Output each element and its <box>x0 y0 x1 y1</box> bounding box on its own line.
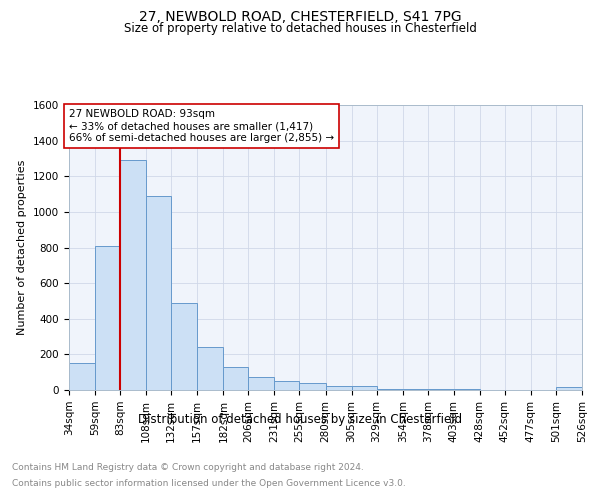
Bar <box>248 376 274 390</box>
Bar <box>377 389 403 390</box>
Text: Distribution of detached houses by size in Chesterfield: Distribution of detached houses by size … <box>138 412 462 426</box>
Bar <box>69 364 95 390</box>
Bar <box>171 302 197 390</box>
Bar <box>120 160 146 390</box>
Bar <box>223 367 248 390</box>
Text: Size of property relative to detached houses in Chesterfield: Size of property relative to detached ho… <box>124 22 476 35</box>
Bar <box>428 389 454 390</box>
Bar <box>556 388 582 390</box>
Bar <box>146 196 171 390</box>
Bar <box>299 383 325 390</box>
Bar <box>403 389 428 390</box>
Bar <box>274 381 299 390</box>
Text: 27 NEWBOLD ROAD: 93sqm
← 33% of detached houses are smaller (1,417)
66% of semi-: 27 NEWBOLD ROAD: 93sqm ← 33% of detached… <box>69 110 334 142</box>
Bar <box>95 246 120 390</box>
Bar <box>454 389 480 390</box>
Bar <box>325 386 352 390</box>
Text: Contains HM Land Registry data © Crown copyright and database right 2024.: Contains HM Land Registry data © Crown c… <box>12 462 364 471</box>
Bar <box>197 347 223 390</box>
Y-axis label: Number of detached properties: Number of detached properties <box>17 160 28 335</box>
Bar <box>352 386 377 390</box>
Text: 27, NEWBOLD ROAD, CHESTERFIELD, S41 7PG: 27, NEWBOLD ROAD, CHESTERFIELD, S41 7PG <box>139 10 461 24</box>
Text: Contains public sector information licensed under the Open Government Licence v3: Contains public sector information licen… <box>12 479 406 488</box>
